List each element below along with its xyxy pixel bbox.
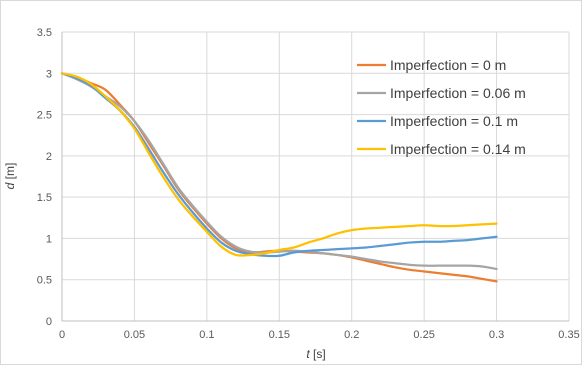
- legend: Imperfection = 0 m Imperfection = 0.06 m…: [357, 57, 526, 157]
- x-tick-labels: 0 0.05 0.1 0.15 0.2 0.25 0.3 0.35: [59, 329, 580, 341]
- legend-label-2: Imperfection = 0.1 m: [390, 113, 518, 129]
- y-tick-labels: 0 0.5 1 1.5 2 2.5 3 3.5: [37, 27, 52, 328]
- y-axis-variable: d: [3, 182, 17, 189]
- legend-item: Imperfection = 0.1 m: [357, 113, 518, 129]
- x-tick-label: 0.1: [199, 329, 214, 341]
- y-tick-label: 1.5: [37, 192, 52, 204]
- x-axis-unit: [s]: [310, 347, 326, 361]
- series-line-1: [60, 72, 498, 271]
- x-tick-label: 0.25: [413, 329, 434, 341]
- legend-label-0: Imperfection = 0 m: [390, 57, 506, 73]
- legend-label-3: Imperfection = 0.14 m: [390, 141, 526, 157]
- x-axis-variable: t: [306, 347, 310, 361]
- y-tick-label: 2: [46, 151, 52, 163]
- x-tick-label: 0: [59, 329, 65, 341]
- series-line-3: [60, 72, 498, 257]
- x-tick-label: 0.05: [124, 329, 145, 341]
- x-tick-label: 0.15: [269, 329, 290, 341]
- y-tick-label: 2.5: [37, 110, 52, 122]
- y-tick-label: 1: [46, 233, 52, 245]
- y-axis-title: d [m]: [3, 163, 17, 190]
- x-tick-label: 0.2: [344, 329, 359, 341]
- grid-lines: [62, 31, 570, 321]
- x-tick-label: 0.35: [558, 329, 579, 341]
- y-tick-label: 0: [46, 316, 52, 328]
- legend-item: Imperfection = 0.06 m: [357, 85, 526, 101]
- y-tick-label: 0.5: [37, 275, 52, 287]
- legend-label-1: Imperfection = 0.06 m: [390, 85, 526, 101]
- x-axis-title: t [s]: [306, 347, 325, 361]
- x-tick-label: 0.3: [489, 329, 504, 341]
- axes: [61, 32, 569, 322]
- y-axis-unit: [m]: [3, 163, 17, 183]
- legend-item: Imperfection = 0.14 m: [357, 141, 526, 157]
- series-lines: [60, 72, 498, 283]
- y-tick-label: 3: [46, 68, 52, 80]
- y-tick-label: 3.5: [37, 27, 52, 39]
- legend-item: Imperfection = 0 m: [357, 57, 506, 73]
